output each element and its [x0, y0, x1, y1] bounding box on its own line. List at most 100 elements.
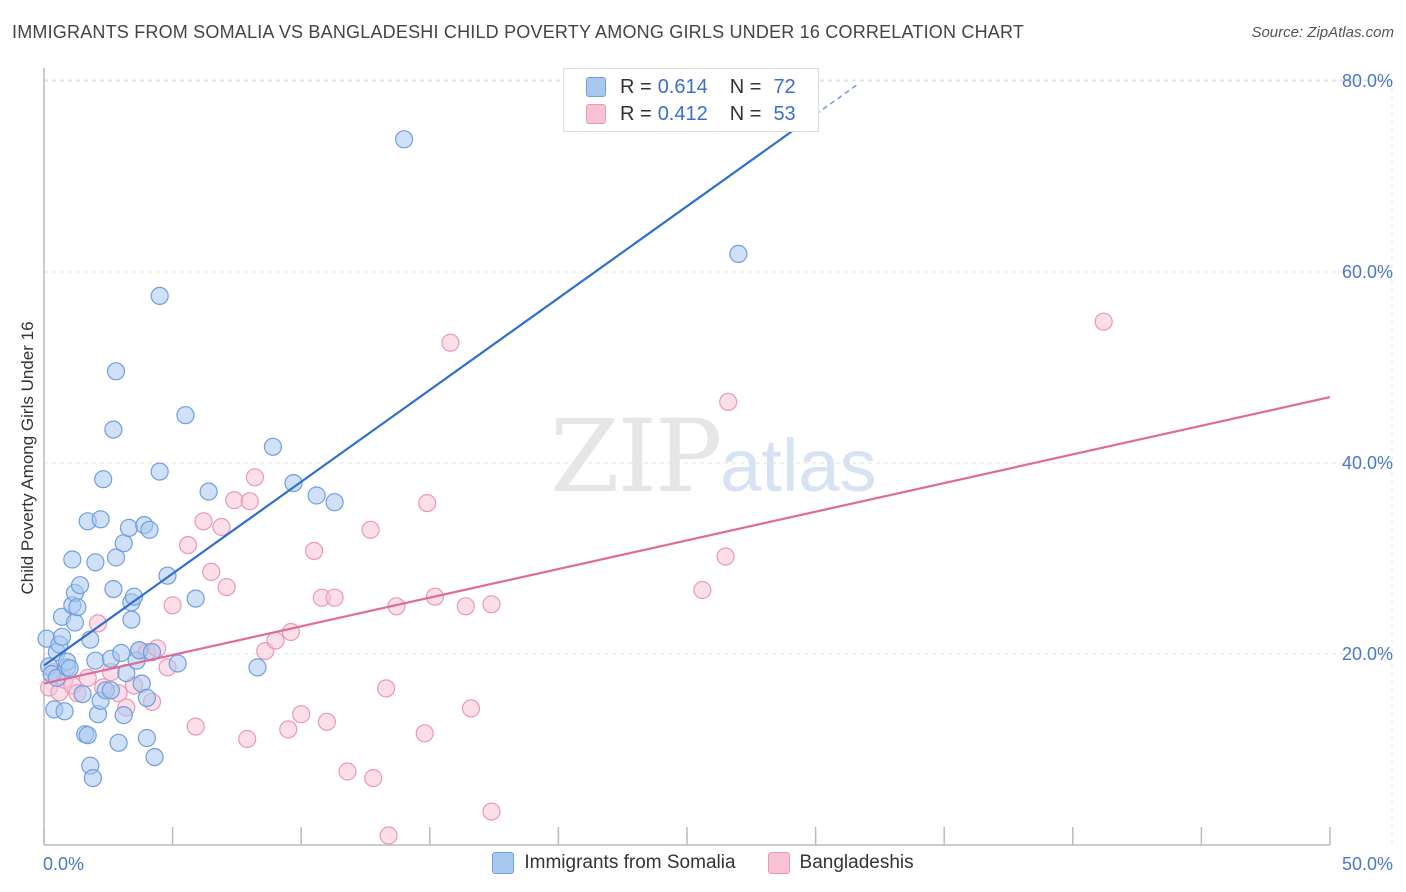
somalia-point-17 [68, 598, 87, 617]
somalia-point-35 [104, 420, 123, 439]
somalia-point-36 [104, 579, 123, 599]
bangladeshi-point-36 [317, 712, 336, 731]
bangladeshi-r-value: 0.412 [657, 102, 708, 125]
somalia-point-44 [119, 518, 138, 538]
correlation-legend: R = 0.614 N = 72 R = 0.412 N = 53 [563, 68, 819, 132]
somalia-point-39 [109, 733, 128, 752]
somalia-point-7 [52, 627, 72, 646]
bangladeshi-point-33 [292, 705, 311, 724]
somalia-point-57 [150, 462, 169, 481]
bangladeshi-swatch [586, 104, 606, 124]
chart-title: IMMIGRANTS FROM SOMALIA VS BANGLADESHI C… [12, 22, 1025, 42]
trend-lines [43, 82, 1331, 685]
bangladeshi-point-53 [716, 547, 735, 566]
somalia-point-38 [106, 362, 126, 381]
legend-item-somalia[interactable]: Immigrants from Somalia [492, 852, 736, 874]
somalia-point-31 [94, 470, 113, 489]
x-tick-label-1: 50.0% [1342, 854, 1393, 874]
axes [43, 68, 1331, 846]
somalia-point-67 [307, 486, 326, 505]
somalia-point-61 [176, 406, 195, 425]
bangladeshi-point-47 [441, 333, 460, 352]
somalia-point-9 [55, 702, 74, 721]
somalia-r-value: 0.614 [657, 75, 708, 98]
bangladeshi-point-26 [238, 729, 257, 749]
series-legend: Immigrants from Somalia Bangladeshis [0, 852, 1406, 874]
somalia-legend-swatch [492, 852, 515, 874]
somalia-point-27 [86, 651, 105, 670]
legend-item-bangladeshi[interactable]: Bangladeshis [767, 852, 914, 874]
bangladeshi-point-24 [217, 577, 236, 597]
y-tick-label-1: 40.0% [1342, 453, 1393, 473]
somalia-point-19 [73, 684, 92, 704]
somalia-point-60 [168, 654, 187, 673]
somalia-n-value: 72 [773, 75, 796, 98]
bangladeshi-point-50 [482, 802, 501, 821]
watermark: ZIPatlas [550, 398, 877, 515]
bangladeshi-point-32 [281, 622, 300, 642]
bangladeshi-point-48 [456, 597, 475, 616]
somalia-point-62 [186, 589, 205, 608]
somalia-point-64 [248, 658, 267, 677]
bangladeshi-point-21 [194, 512, 213, 531]
bangladeshi-point-51 [482, 595, 501, 614]
somalia-point-37 [106, 548, 126, 567]
bangladeshi-point-38 [338, 762, 357, 781]
somalia-point-47 [124, 587, 144, 606]
somalia-point-34 [101, 681, 121, 700]
bangladeshi-point-18 [163, 596, 182, 615]
bangladeshi-point-44 [415, 724, 434, 743]
bangladeshi-point-41 [377, 679, 396, 698]
bangladeshi-point-7 [88, 614, 108, 633]
bangladeshi-point-23 [212, 517, 231, 537]
somalia-points [37, 130, 748, 788]
somalia-trendline-extension [815, 82, 860, 116]
legend-row-somalia: R = 0.614 N = 72 [586, 75, 796, 99]
bangladeshi-point-39 [361, 520, 380, 539]
bangladeshi-point-30 [266, 631, 285, 650]
somalia-point-29 [91, 510, 110, 529]
somalia-point-41 [114, 705, 133, 725]
somalia-point-58 [150, 286, 169, 305]
somalia-point-46 [122, 610, 141, 629]
somalia-point-13 [63, 550, 82, 569]
bangladeshi-point-34 [305, 541, 324, 561]
bangladeshi-trendline [43, 396, 1331, 685]
somalia-point-25 [83, 768, 103, 788]
bangladeshi-point-54 [719, 392, 738, 411]
bangladeshi-point-20 [186, 717, 205, 736]
bangladeshi-point-49 [461, 699, 481, 718]
y-tick-label-2: 60.0% [1342, 262, 1393, 282]
somalia-point-52 [137, 728, 156, 748]
somalia-swatch [586, 77, 606, 97]
bangladeshi-point-31 [279, 720, 298, 739]
somalia-point-21 [78, 726, 97, 745]
bangladeshi-point-52 [693, 580, 712, 600]
somalia-point-53 [137, 688, 156, 708]
bangladeshi-point-25 [225, 491, 244, 510]
somalia-point-12 [60, 659, 79, 678]
bangladeshi-r-label: R = [620, 102, 652, 125]
bangladeshi-point-37 [325, 588, 344, 607]
bangladeshi-legend-label: Bangladeshis [799, 852, 914, 873]
y-tick-label-0: 20.0% [1342, 644, 1393, 664]
y-tick-label-3: 80.0% [1342, 71, 1393, 91]
somalia-point-70 [729, 244, 748, 263]
somalia-point-24 [81, 630, 100, 649]
watermark-atlas: atlas [720, 424, 877, 507]
somalia-point-56 [145, 747, 164, 767]
bangladeshi-n-value: 53 [773, 102, 796, 125]
somalia-point-40 [112, 643, 131, 663]
somalia-point-15 [65, 613, 85, 632]
somalia-n-label: N = [729, 75, 762, 98]
somalia-point-54 [140, 520, 159, 539]
bangladeshi-point-55 [1094, 312, 1113, 331]
source-label: Source: ZipAtlas.com [1251, 24, 1394, 41]
somalia-point-65 [263, 437, 282, 456]
legend-row-bangladeshi: R = 0.412 N = 53 [586, 102, 796, 126]
bangladeshi-legend-swatch [767, 852, 790, 874]
bangladeshi-point-19 [178, 535, 198, 555]
somalia-point-42 [114, 534, 133, 553]
bangladeshi-point-40 [364, 768, 383, 788]
